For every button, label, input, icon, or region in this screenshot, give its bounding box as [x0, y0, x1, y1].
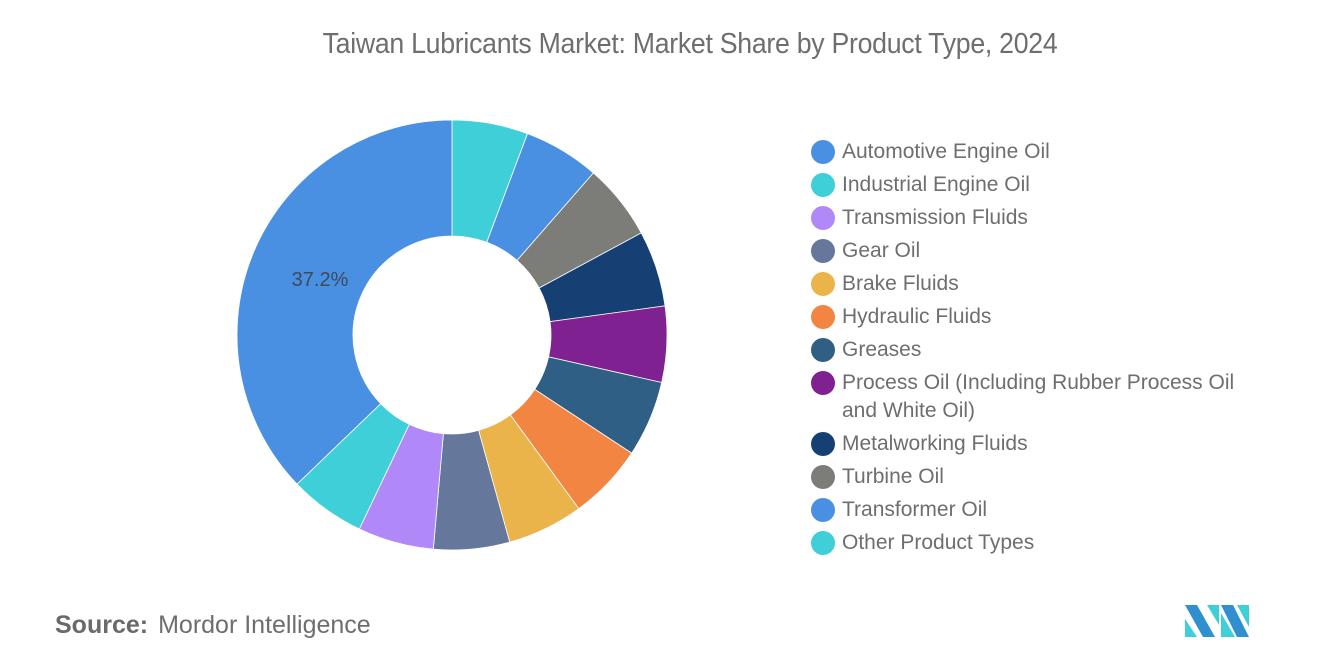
legend-item: Transformer Oil [811, 496, 1281, 524]
legend-swatch-icon [811, 206, 835, 230]
legend-label: Hydraulic Fluids [842, 305, 992, 328]
donut-slice [236, 119, 453, 485]
legend-swatch-icon [811, 272, 835, 296]
legend-swatch-icon [811, 531, 835, 555]
legend-label: Industrial Engine Oil [842, 173, 1030, 196]
legend-item: Greases [811, 336, 1281, 364]
legend-swatch-icon [811, 432, 835, 456]
legend-item: Brake Fluids [811, 270, 1281, 298]
legend-label: Greases [842, 338, 922, 361]
legend-item: Metalworking Fluids [811, 430, 1281, 458]
legend-label: Process Oil (Including Rubber Process Oi… [842, 371, 1235, 422]
legend-item: Hydraulic Fluids [811, 303, 1281, 331]
legend-item: Automotive Engine Oil [811, 138, 1281, 166]
legend-swatch-icon [811, 465, 835, 489]
legend-label: Metalworking Fluids [842, 432, 1028, 455]
legend-item: Transmission Fluids [811, 204, 1281, 232]
data-label: 37.2% [292, 269, 349, 291]
legend-label: Turbine Oil [842, 465, 944, 488]
legend-swatch-icon [811, 498, 835, 522]
donut-chart: 37.2% [236, 119, 668, 551]
source-value: Mordor Intelligence [158, 611, 371, 639]
legend-label: Gear Oil [842, 239, 921, 262]
legend-label: Automotive Engine Oil [842, 140, 1050, 163]
legend-swatch-icon [811, 338, 835, 362]
chart-title: Taiwan Lubricants Market: Market Share b… [322, 28, 1058, 60]
legend-swatch-icon [811, 173, 835, 197]
legend-swatch-icon [811, 305, 835, 329]
legend-item: Gear Oil [811, 237, 1281, 265]
legend-label: Other Product Types [842, 531, 1035, 554]
legend-item: Industrial Engine Oil [811, 171, 1281, 199]
legend-item: Other Product Types [811, 529, 1281, 557]
legend-label: Brake Fluids [842, 272, 959, 295]
source-label: Source: [55, 611, 149, 639]
legend-item: Turbine Oil [811, 463, 1281, 491]
legend-label: Transmission Fluids [842, 206, 1028, 229]
legend: Automotive Engine Oil Industrial Engine … [811, 138, 1281, 562]
source-note: Source: Mordor Intelligence [55, 611, 371, 640]
legend-swatch-icon [811, 140, 835, 164]
legend-item: Process Oil (Including Rubber Process Oi… [811, 369, 1281, 425]
mordor-intelligence-logo-icon [1185, 605, 1249, 637]
legend-swatch-icon [811, 371, 835, 395]
legend-swatch-icon [811, 239, 835, 263]
legend-label: Transformer Oil [842, 498, 988, 521]
